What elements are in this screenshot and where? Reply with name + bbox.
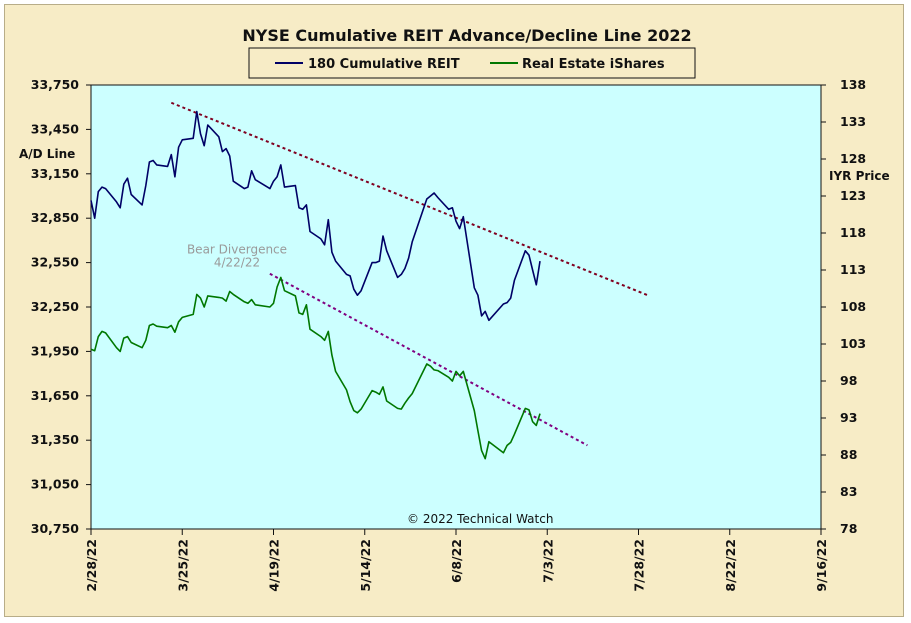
chart-title: NYSE Cumulative REIT Advance/Decline Lin…: [242, 26, 691, 45]
plot-layer: 30,750 31,050 31,350 31,650 31,950 32,250 32,5…: [19, 77, 890, 592]
right-tick-label: 93: [840, 410, 857, 425]
left-tick-label: 32,550: [31, 255, 80, 270]
chart-frame: 180 Cumulative REIT Real Estate iShares …: [4, 4, 904, 617]
right-tick-label: 108: [840, 299, 866, 314]
annotation-text: Bear Divergence: [187, 243, 287, 257]
left-tick-label: 31,050: [31, 477, 80, 492]
left-tick-label: 30,750: [31, 521, 80, 536]
x-tick-label: 5/14/22: [358, 539, 373, 592]
copyright-text: © 2022 Technical Watch: [407, 512, 553, 526]
right-tick-label: 128: [840, 151, 866, 166]
left-tick-label: 32,850: [31, 210, 80, 225]
x-tick-label: 6/8/22: [449, 539, 464, 583]
x-tick-label: 7/3/22: [540, 539, 555, 583]
trendline-1: [170, 101, 650, 297]
x-tick-label: 3/25/22: [175, 539, 190, 592]
left-tick-label: 33,450: [31, 121, 80, 136]
right-tick-label: 133: [840, 114, 866, 129]
left-tick-label: 32,250: [31, 299, 80, 314]
right-tick-label: 118: [840, 225, 866, 240]
annotation-text: 4/22/22: [214, 255, 260, 269]
x-tick-label: 8/22/22: [723, 539, 738, 592]
right-axis-title: IYR Price: [829, 169, 890, 183]
x-tick-label: 9/16/22: [814, 539, 829, 592]
x-tick-label: 2/28/22: [84, 539, 99, 592]
legend-item-iyr: Real Estate iShares: [522, 57, 665, 72]
series-line-ad: [90, 110, 541, 322]
right-tick-label: 78: [840, 521, 857, 536]
trendline-2: [269, 272, 588, 447]
left-tick-label: 31,950: [31, 343, 80, 358]
x-tick-label: 7/28/22: [632, 539, 647, 592]
plot-area: [90, 84, 822, 530]
x-tick-label: 4/19/22: [267, 539, 282, 592]
right-tick-label: 113: [840, 262, 866, 277]
right-tick-label: 83: [840, 484, 857, 499]
left-tick-label: 31,650: [31, 388, 80, 403]
left-tick-label: 33,750: [31, 77, 80, 92]
right-tick-label: 103: [840, 336, 866, 351]
right-tick-label: 138: [840, 77, 866, 92]
left-tick-label: 31,350: [31, 432, 80, 447]
right-tick-label: 98: [840, 373, 857, 388]
series-line-iyr: [90, 276, 541, 460]
legend-box: [248, 47, 696, 79]
left-axis-title: A/D Line: [19, 147, 75, 161]
legend-item-ad-line: 180 Cumulative REIT: [308, 57, 460, 72]
chart-svg: 180 Cumulative REIT Real Estate iShares …: [19, 26, 890, 592]
left-tick-label: 33,150: [31, 166, 80, 181]
right-tick-label: 88: [840, 447, 857, 462]
right-tick-label: 123: [840, 188, 866, 203]
